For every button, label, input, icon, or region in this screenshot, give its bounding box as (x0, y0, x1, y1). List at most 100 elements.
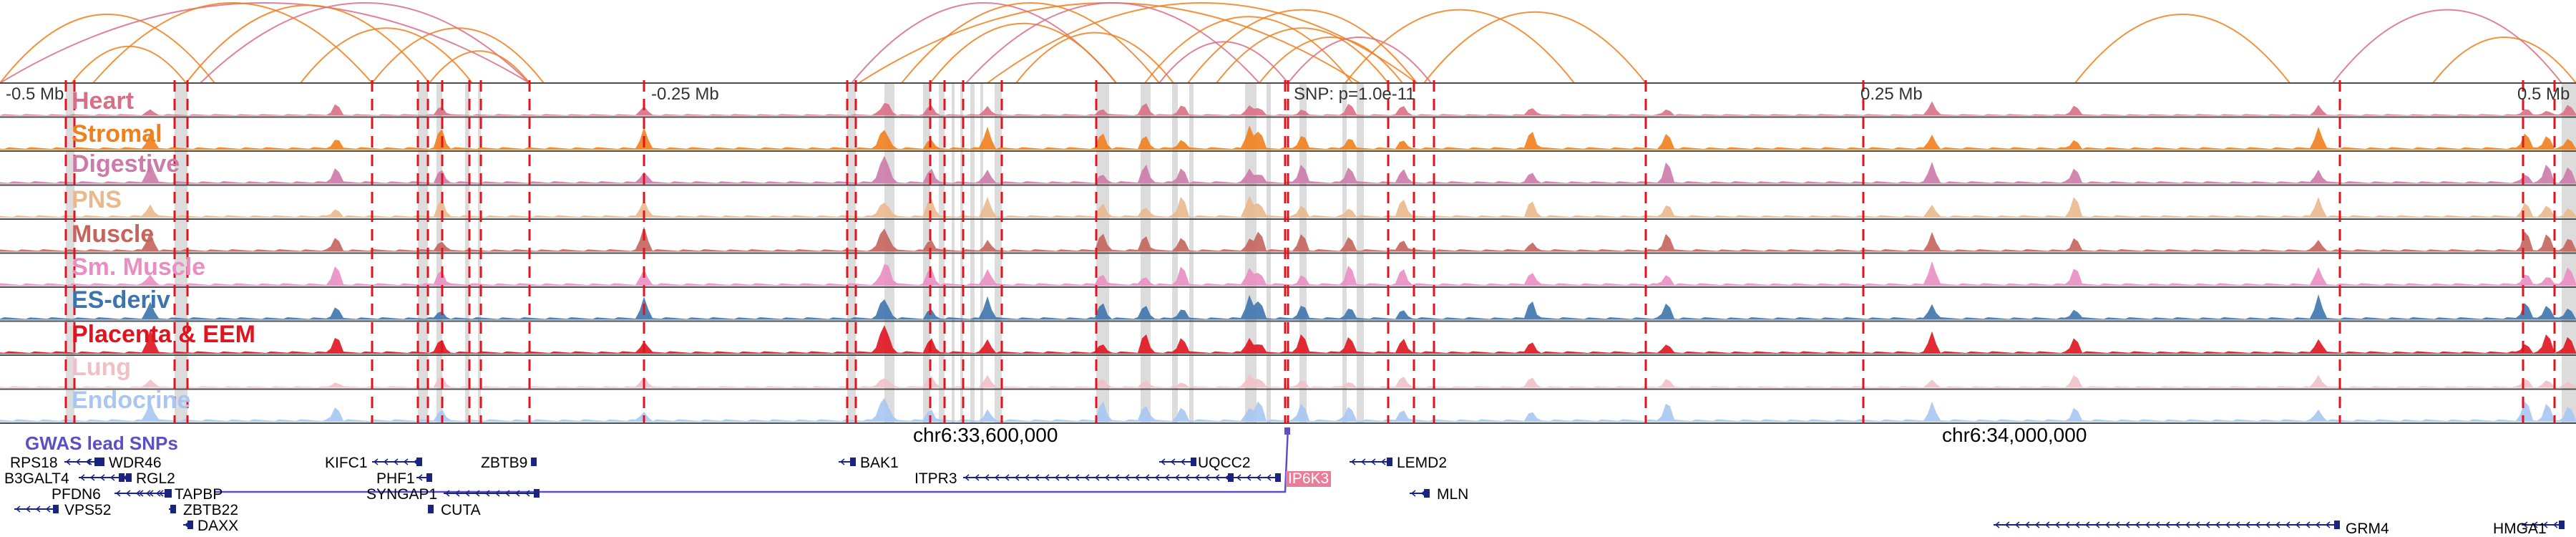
gene-strand-arrow-20 (2124, 521, 2130, 528)
gene-label-phf1[interactable]: PHF1 (376, 470, 415, 487)
signal-track-0 (0, 101, 2576, 116)
loop-arc-24 (2074, 14, 2290, 84)
gene-label-lemd2[interactable]: LEMD2 (1397, 455, 1448, 471)
gene-strand-arrow-20 (2034, 521, 2040, 528)
gene-strand-arrow-5 (148, 490, 154, 497)
gene-exon-11 (534, 489, 540, 498)
gene-strand-arrow-15 (1144, 474, 1150, 481)
gene-label-pfdn6[interactable]: PFDN6 (52, 486, 101, 503)
loop-arc-14 (987, 2, 1418, 84)
gene-exon-3 (126, 473, 132, 482)
loop-arc-21 (1287, 37, 1432, 84)
snp-pvalue-label: SNP: p=1.0e-11 (1294, 84, 1415, 104)
gene-strand-arrow-11 (454, 490, 460, 497)
gene-strand-arrow-20 (2315, 521, 2321, 528)
track-label-muscle: Muscle (72, 221, 155, 248)
gene-strand-arrow-20 (2014, 521, 2020, 528)
gene-exon-20 (2334, 521, 2340, 529)
gene-label-tapbp[interactable]: TAPBP (175, 486, 223, 503)
gene-label-bak1[interactable]: BAK1 (860, 455, 899, 471)
loop-arc-1 (0, 2, 530, 84)
gene-exon-8 (187, 521, 193, 529)
loop-arc-19 (1216, 27, 1389, 84)
gene-strand-arrow-20 (2245, 521, 2250, 528)
track-label-heart: Heart (72, 87, 134, 115)
gene-strand-arrow-0 (75, 458, 81, 465)
gene-strand-arrow-20 (2135, 521, 2140, 528)
gene-exon-12 (428, 505, 434, 513)
gene-label-wdr46[interactable]: WDR46 (109, 455, 162, 471)
loop-arc-18 (1187, 9, 1418, 84)
gene-strand-arrow-21 (2532, 521, 2538, 528)
gene-strand-arrow-20 (2275, 521, 2280, 528)
gene-strand-arrow-15 (964, 474, 970, 481)
gene-label-mln[interactable]: MLN (1437, 486, 1469, 503)
gene-strand-arrow-20 (2114, 521, 2120, 528)
gene-strand-arrow-15 (1104, 474, 1110, 481)
gene-label-rps18[interactable]: RPS18 (10, 455, 58, 471)
gwas-snp-marker (1284, 427, 1290, 435)
gene-strand-arrow-9 (403, 458, 409, 465)
gene-strand-arrow-18 (1360, 458, 1366, 465)
gene-strand-arrow-15 (1154, 474, 1160, 481)
gene-strand-arrow-20 (2094, 521, 2100, 528)
gene-strand-arrow-15 (1204, 474, 1210, 481)
loop-arc-15 (1015, 32, 1174, 84)
gene-label-hmga1[interactable]: HMGA1 (2493, 521, 2547, 537)
track-label-sm-muscle: Sm. Muscle (72, 253, 206, 281)
gene-strand-arrow-16 (1160, 458, 1166, 465)
gene-strand-arrow-17 (1226, 474, 1231, 481)
track-label-pns: PNS (72, 186, 122, 213)
gene-strand-arrow-20 (2185, 521, 2190, 528)
gene-exon-21 (2559, 521, 2565, 529)
gene-label-daxx[interactable]: DAXX (197, 518, 239, 534)
gene-strand-arrow-20 (2295, 521, 2301, 528)
gene-label-zbtb22[interactable]: ZBTB22 (183, 502, 239, 518)
gene-strand-arrow-20 (2044, 521, 2050, 528)
scale-label-plus-quarter: 0.25 Mb (1860, 84, 1923, 104)
loop-arc-5 (200, 2, 530, 84)
gene-exon-1 (99, 458, 104, 466)
gene-label-zbtb9[interactable]: ZBTB9 (481, 455, 528, 471)
gene-strand-arrow-20 (2104, 521, 2110, 528)
gene-strand-arrow-11 (504, 490, 510, 497)
gene-strand-arrow-11 (494, 490, 500, 497)
gene-label-cuta[interactable]: CUTA (441, 502, 481, 518)
gene-strand-arrow-15 (1044, 474, 1050, 481)
loop-arc-22 (1345, 9, 1575, 84)
gene-strand-arrow-4 (125, 490, 131, 497)
scale-label-minus-quarter: -0.25 Mb (651, 84, 719, 104)
gene-label-uqcc2[interactable]: UQCC2 (1198, 455, 1251, 471)
track-label-lung: Lung (72, 354, 132, 381)
gene-label-kifc1[interactable]: KIFC1 (325, 455, 368, 471)
gene-label-vps52[interactable]: VPS52 (64, 502, 112, 518)
gene-strand-arrow-20 (2004, 521, 2010, 528)
gene-strand-arrow-15 (1114, 474, 1120, 481)
gene-label-syngap1[interactable]: SYNGAP1 (366, 486, 438, 503)
gene-label-itpr3[interactable]: ITPR3 (914, 470, 957, 487)
gene-strand-arrow-15 (1064, 474, 1070, 481)
gene-label-rgl2[interactable]: RGL2 (136, 470, 175, 487)
gene-strand-arrow-16 (1170, 458, 1176, 465)
gene-strand-arrow-2 (89, 474, 95, 481)
gene-strand-arrow-10 (417, 474, 423, 481)
gene-exon-14 (850, 458, 856, 466)
loop-arc-23 (1423, 11, 1646, 84)
gene-label-grm4[interactable]: GRM4 (2346, 521, 2389, 537)
gene-strand-arrow-11 (474, 490, 480, 497)
gene-strand-arrow-18 (1350, 458, 1356, 465)
gene-label-b3galt4[interactable]: B3GALT4 (4, 470, 69, 487)
gene-strand-arrow-9 (393, 458, 399, 465)
gene-strand-arrow-2 (99, 474, 105, 481)
gene-strand-arrow-4 (115, 490, 121, 497)
gene-strand-arrow-15 (1134, 474, 1140, 481)
gene-exon-17 (1275, 473, 1281, 482)
gene-strand-arrow-6 (35, 505, 41, 513)
gene-strand-arrow-15 (1054, 474, 1060, 481)
gene-label-ip6k3[interactable]: IP6K3 (1286, 471, 1332, 487)
gene-strand-arrow-21 (2522, 521, 2528, 528)
gene-strand-arrow-20 (2175, 521, 2180, 528)
gene-strand-arrow-9 (383, 458, 389, 465)
